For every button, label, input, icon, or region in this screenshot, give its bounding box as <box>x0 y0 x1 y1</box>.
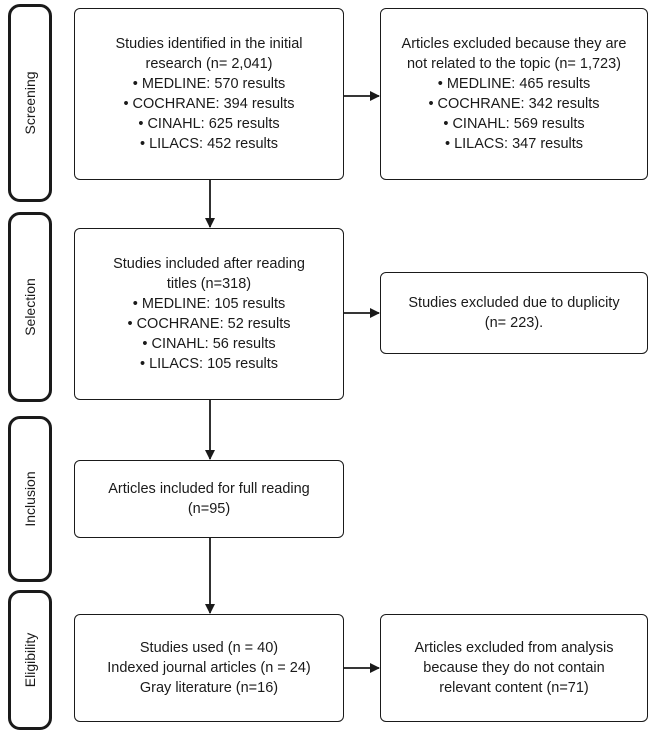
box-excluded-duplicity: Studies excluded due to duplicity (n= 22… <box>380 272 648 354</box>
box-line: • COCHRANE: 342 results <box>428 96 600 112</box>
box-line: • LILACS: 105 results <box>139 356 279 372</box>
box-line: research (n= 2,041) <box>145 56 273 72</box>
box-line: • MEDLINE: 570 results <box>132 76 286 92</box>
box-excluded-analysis: Articles excluded from analysis because … <box>380 614 648 722</box>
phase-eligibility: Eligibility <box>8 590 52 730</box>
box-excluded-topic: Articles excluded because they are not r… <box>380 8 648 180</box>
box-line: • COCHRANE: 52 results <box>127 316 291 332</box>
box-line: Gray literature (n=16) <box>139 680 279 696</box>
box-studies-identified: Studies identified in the initial resear… <box>74 8 344 180</box>
box-line: • CINAHL: 56 results <box>142 336 276 352</box>
box-line: because they do not contain <box>423 660 605 676</box>
phase-selection: Selection <box>8 212 52 402</box>
box-line: • MEDLINE: 105 results <box>132 296 286 312</box>
box-line: Studies used (n = 40) <box>139 640 279 656</box>
box-line: Articles excluded from analysis <box>414 640 614 656</box>
box-line: • COCHRANE: 394 results <box>123 96 295 112</box>
box-included-titles: Studies included after reading titles (n… <box>74 228 344 400</box>
box-studies-used: Studies used (n = 40) Indexed journal ar… <box>74 614 344 722</box>
box-line: Articles included for full reading <box>108 481 310 497</box>
box-line: Studies included after reading <box>113 256 305 272</box>
box-line: (n= 223). <box>484 315 544 331</box>
box-line: • LILACS: 452 results <box>139 136 279 152</box>
box-full-reading: Articles included for full reading (n=95… <box>74 460 344 538</box>
box-line: • CINAHL: 625 results <box>138 116 280 132</box>
box-line: (n=95) <box>187 501 231 517</box>
box-line: • CINAHL: 569 results <box>443 116 585 132</box>
box-line: Indexed journal articles (n = 24) <box>107 660 311 676</box>
phase-screening: Screening <box>8 4 52 202</box>
box-line: Studies excluded due to duplicity <box>408 295 620 311</box>
box-line: Studies identified in the initial <box>115 36 303 52</box>
box-line: • LILACS: 347 results <box>444 136 584 152</box>
box-line: titles (n=318) <box>166 276 252 292</box>
box-line: not related to the topic (n= 1,723) <box>406 56 622 72</box>
box-line: Articles excluded because they are <box>401 36 627 52</box>
box-line: • MEDLINE: 465 results <box>437 76 591 92</box>
box-line: relevant content (n=71) <box>439 680 589 696</box>
phase-inclusion: Inclusion <box>8 416 52 582</box>
